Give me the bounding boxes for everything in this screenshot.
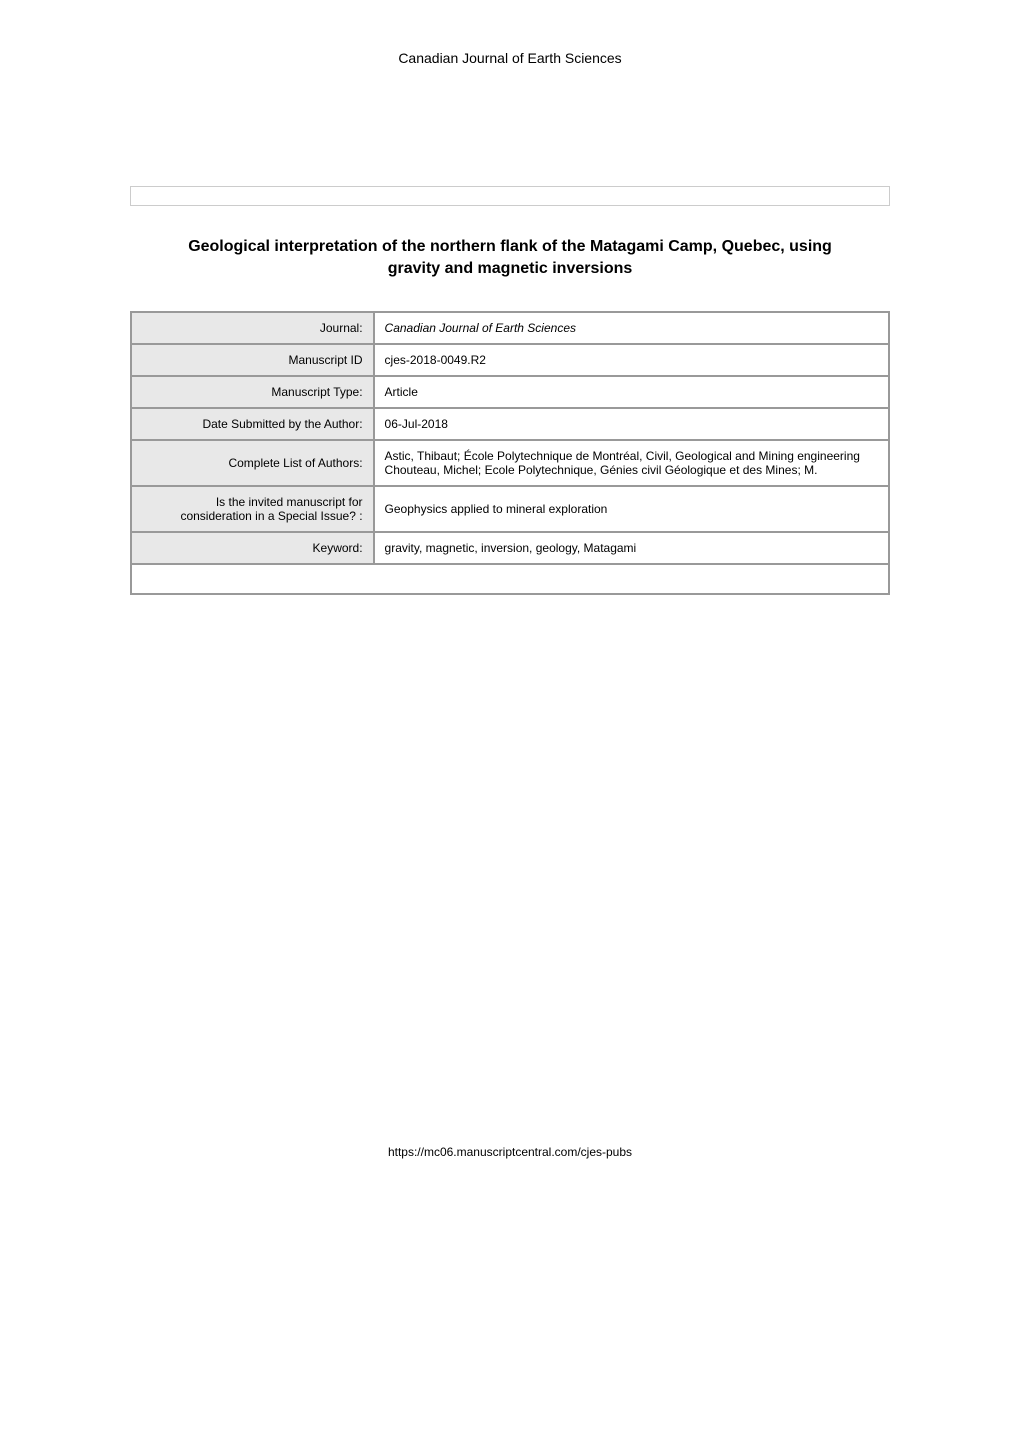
table-row: Manuscript ID cjes-2018-0049.R2 bbox=[131, 344, 889, 376]
footer-url: https://mc06.manuscriptcentral.com/cjes-… bbox=[388, 1145, 632, 1159]
metadata-value-italic: Canadian Journal of Earth Sciences bbox=[385, 321, 576, 335]
metadata-label: Keyword: bbox=[131, 532, 374, 564]
metadata-value: cjes-2018-0049.R2 bbox=[374, 344, 889, 376]
journal-name: Canadian Journal of Earth Sciences bbox=[398, 50, 621, 66]
document-title: Geological interpretation of the norther… bbox=[130, 236, 890, 281]
table-row: Complete List of Authors: Astic, Thibaut… bbox=[131, 440, 889, 486]
metadata-value: Geophysics applied to mineral exploratio… bbox=[374, 486, 889, 532]
metadata-value: Canadian Journal of Earth Sciences bbox=[374, 312, 889, 344]
table-row: Keyword: gravity, magnetic, inversion, g… bbox=[131, 532, 889, 564]
metadata-label: Journal: bbox=[131, 312, 374, 344]
table-row: Date Submitted by the Author: 06-Jul-201… bbox=[131, 408, 889, 440]
metadata-tbody: Journal: Canadian Journal of Earth Scien… bbox=[131, 312, 889, 594]
table-row: Manuscript Type: Article bbox=[131, 376, 889, 408]
table-row bbox=[131, 564, 889, 594]
metadata-value: 06-Jul-2018 bbox=[374, 408, 889, 440]
metadata-label: Manuscript Type: bbox=[131, 376, 374, 408]
empty-bar bbox=[130, 186, 890, 206]
metadata-label: Is the invited manuscript for considerat… bbox=[131, 486, 374, 532]
metadata-value: Article bbox=[374, 376, 889, 408]
metadata-table: Journal: Canadian Journal of Earth Scien… bbox=[130, 311, 890, 595]
table-row: Is the invited manuscript for considerat… bbox=[131, 486, 889, 532]
page-header: Canadian Journal of Earth Sciences bbox=[130, 50, 890, 66]
metadata-value: gravity, magnetic, inversion, geology, M… bbox=[374, 532, 889, 564]
metadata-label: Manuscript ID bbox=[131, 344, 374, 376]
metadata-label: Date Submitted by the Author: bbox=[131, 408, 374, 440]
page-footer: https://mc06.manuscriptcentral.com/cjes-… bbox=[130, 1145, 890, 1159]
metadata-value: Astic, Thibaut; École Polytechnique de M… bbox=[374, 440, 889, 486]
metadata-empty-row bbox=[131, 564, 889, 594]
metadata-label: Complete List of Authors: bbox=[131, 440, 374, 486]
table-row: Journal: Canadian Journal of Earth Scien… bbox=[131, 312, 889, 344]
